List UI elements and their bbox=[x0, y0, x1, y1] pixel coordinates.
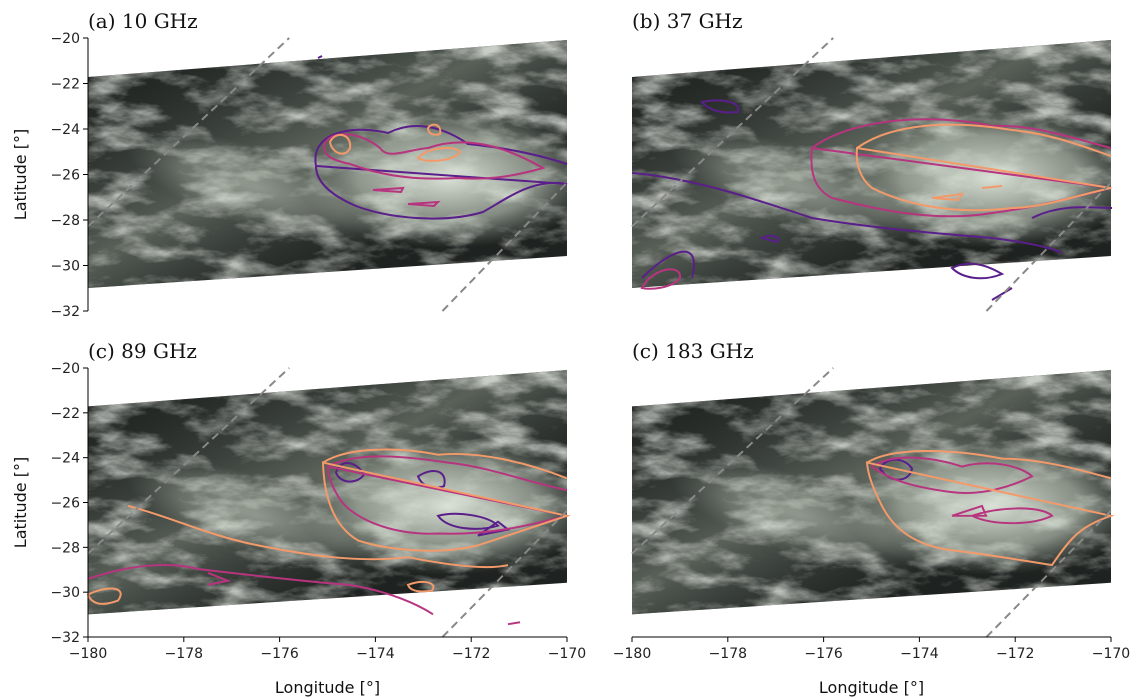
panel bbox=[631, 37, 1140, 312]
y-tick-label: −30 bbox=[50, 585, 80, 601]
x-tick-label: −180 bbox=[69, 646, 107, 662]
y-tick-label: −22 bbox=[50, 77, 80, 93]
swath-edge bbox=[87, 37, 568, 312]
y-tick-label: −26 bbox=[50, 168, 80, 184]
x-tick-label: −176 bbox=[260, 646, 299, 662]
y-tick-label: −30 bbox=[50, 259, 80, 275]
x-tick-label: −174 bbox=[900, 646, 939, 662]
y-tick-label: −26 bbox=[50, 496, 80, 512]
contour bbox=[855, 123, 1112, 212]
satellite-image bbox=[632, 38, 1140, 288]
y-tick-label: −20 bbox=[50, 31, 80, 47]
x-tick-label: −172 bbox=[452, 646, 490, 662]
x-tick-label: −180 bbox=[613, 646, 651, 662]
contour bbox=[631, 99, 1113, 301]
y-axis-label: Latitude [°] bbox=[11, 457, 30, 548]
panel: −20 −22 −24 −26 −28 −30 −32 bbox=[50, 31, 598, 320]
y-tick-label: −32 bbox=[50, 304, 80, 320]
x-axis-label: Longitude [°] bbox=[275, 678, 380, 697]
contour bbox=[865, 450, 1115, 567]
y-tick-label: −20 bbox=[50, 361, 80, 377]
panel: −180 −178 −176 −174 −172 −170 bbox=[613, 367, 1140, 662]
x-tick-label: −172 bbox=[996, 646, 1034, 662]
contour bbox=[87, 455, 568, 626]
panel: −20 −22 −24 −26 −28 −30 −32−180 −178 −176 −174 −17… bbox=[50, 361, 598, 662]
panel-title: (a) 10 GHz bbox=[88, 9, 198, 33]
x-tick-label: −178 bbox=[165, 646, 203, 662]
x-tick-label: −170 bbox=[1092, 646, 1130, 662]
y-tick-label: −28 bbox=[50, 540, 80, 556]
y-axis-label: Latitude [°] bbox=[11, 129, 30, 220]
y-tick-label: −32 bbox=[50, 630, 80, 646]
x-tick-label: −174 bbox=[356, 646, 395, 662]
x-axis-label: Longitude [°] bbox=[819, 678, 924, 697]
y-tick-label: −22 bbox=[50, 406, 80, 422]
x-tick-label: −176 bbox=[804, 646, 843, 662]
swath-edge bbox=[631, 37, 1112, 312]
satellite-image bbox=[88, 368, 598, 614]
panel-title: (c) 183 GHz bbox=[632, 339, 754, 363]
contour bbox=[314, 55, 568, 220]
y-tick-label: −24 bbox=[50, 451, 80, 467]
satellite-image bbox=[632, 368, 1140, 614]
contour bbox=[328, 123, 462, 162]
swath-edge bbox=[631, 367, 1112, 638]
panel-title: (b) 37 GHz bbox=[632, 9, 743, 33]
swath-edge bbox=[87, 367, 568, 638]
y-tick-label: −28 bbox=[50, 213, 80, 229]
x-tick-label: −170 bbox=[548, 646, 586, 662]
x-tick-label: −178 bbox=[709, 646, 747, 662]
contour bbox=[322, 133, 546, 208]
contour bbox=[870, 456, 1054, 525]
panel-title: (c) 89 GHz bbox=[88, 339, 197, 363]
y-tick-label: −24 bbox=[50, 122, 80, 138]
contour bbox=[86, 448, 571, 605]
